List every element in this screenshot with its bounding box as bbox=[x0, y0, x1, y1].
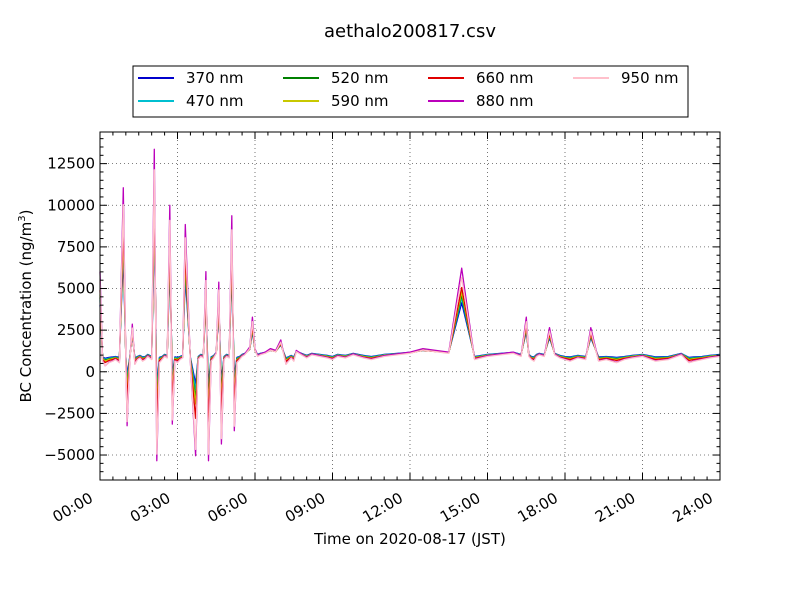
legend-label: 370 nm bbox=[186, 69, 244, 87]
legend-label: 950 nm bbox=[621, 69, 679, 87]
y-tick-label: 2500 bbox=[57, 321, 95, 339]
y-axis-label-main: BC Concentration (ng/m bbox=[17, 222, 35, 403]
grid-lines bbox=[100, 132, 720, 480]
y-tick-label: −5000 bbox=[44, 446, 95, 464]
y-tick-label: 0 bbox=[85, 363, 95, 381]
y-tick-label: 7500 bbox=[57, 238, 95, 256]
chart-title: aethalo200817.csv bbox=[324, 21, 496, 42]
y-axis: −5000 −2500 0 2500 5000 7500 10000 12500 bbox=[44, 138, 720, 473]
y-axis-label: BC Concentration (ng/m3) bbox=[17, 210, 35, 403]
y-axis-label-sup: 3 bbox=[17, 215, 28, 221]
y-axis-label-tail: ) bbox=[17, 210, 35, 216]
legend-box bbox=[132, 65, 689, 118]
legend-label: 470 nm bbox=[186, 92, 244, 110]
legend-label: 520 nm bbox=[331, 69, 389, 87]
series-line-950-nm bbox=[99, 169, 721, 455]
legend: 370 nm 470 nm 520 nm 590 nm 660 nm 880 nm 950 … bbox=[132, 65, 689, 118]
y-tick-label: −2500 bbox=[44, 404, 95, 422]
x-axis-label: Time on 2020-08-17 (JST) bbox=[313, 530, 506, 548]
legend-label: 880 nm bbox=[476, 92, 534, 110]
legend-label: 660 nm bbox=[476, 69, 534, 87]
legend-label: 590 nm bbox=[331, 92, 389, 110]
y-tick-label: 12500 bbox=[47, 155, 95, 173]
series-layer bbox=[99, 148, 721, 462]
y-tick-label: 5000 bbox=[57, 280, 95, 298]
y-tick-label: 10000 bbox=[47, 196, 95, 214]
